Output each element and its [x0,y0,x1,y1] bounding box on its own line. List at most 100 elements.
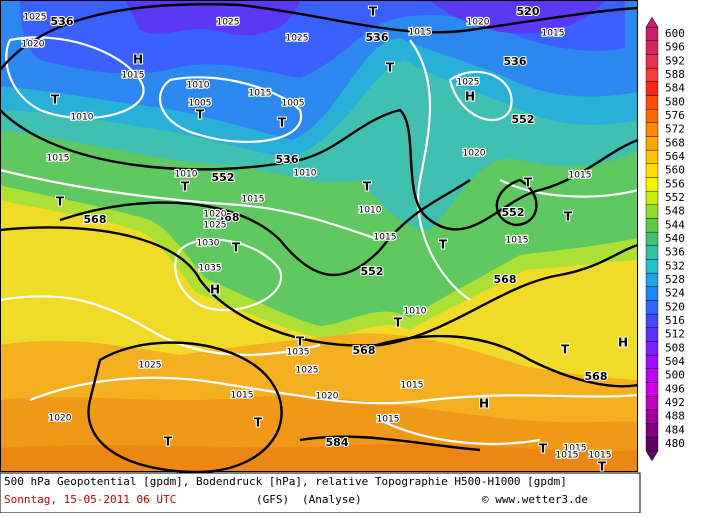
map-label: T [181,180,190,194]
map-label: 1020 [22,40,45,50]
legend-label: 528 [665,273,685,286]
map-label: 568 [494,273,517,286]
map-label: 552 [212,171,235,184]
map-label: 1015 [377,415,400,425]
map-label: 1025 [24,13,47,23]
legend-label: 584 [665,82,685,95]
map-label: T [196,108,205,122]
legend-swatch [645,395,659,411]
legend-swatch [645,354,659,370]
map-label: H [133,53,143,67]
map-label: 584 [326,436,349,449]
map-label: 1005 [189,99,212,109]
legend-label: 572 [665,123,685,136]
legend-label: 596 [665,41,685,54]
map-label: T [363,180,372,194]
legend-label: 544 [665,218,685,231]
map-label: 1010 [404,307,427,317]
legend-label: 592 [665,54,685,67]
legend-swatch [645,423,659,438]
legend-swatch [645,54,659,69]
legend-swatch [645,122,659,137]
legend-swatch [645,204,659,219]
map-label: 568 [585,370,608,383]
map-label: 1015 [589,451,612,461]
map-label: 1010 [175,170,198,180]
map-label: 1015 [401,381,424,391]
map-label: 552 [502,206,525,219]
legend-swatch [645,313,659,329]
legend-label: 516 [665,314,685,327]
map-label: T [439,238,448,252]
legend-label: 552 [665,191,685,204]
legend-swatch [645,272,659,288]
map-label: 1015 [506,236,529,246]
legend-swatch [645,40,659,55]
legend-swatch [645,149,659,165]
map-label: T [254,416,263,430]
map-label: T [278,116,287,130]
legend-swatch [645,259,659,274]
map-label: 1015 [409,28,432,38]
map-label: T [164,435,173,449]
map-label: 1025 [204,221,227,231]
legend-swatch [645,163,659,178]
map-label: 1015 [374,233,397,243]
legend-swatch [645,177,659,192]
footer-model: (GFS) [256,493,289,506]
legend-label: 484 [665,423,685,436]
legend-label: 512 [665,328,685,341]
legend-label: 532 [665,259,685,272]
map-label: 1025 [139,361,162,371]
map-label: 568 [353,344,376,357]
map-label: 1020 [463,149,486,159]
map-label: 1015 [556,451,579,461]
map-label: T [524,176,533,190]
legend-swatch [645,108,659,124]
legend-swatch [645,67,659,83]
footer-analysis: (Analyse) [302,493,362,506]
map-label: T [232,241,241,255]
map-label: T [394,316,403,330]
legend-label: 496 [665,382,685,395]
legend-arrow-top [645,16,659,28]
footer-title: 500 hPa Geopotential [gpdm], Bodendruck … [4,475,567,488]
legend-swatch [645,341,659,356]
legend-label: 536 [665,246,685,259]
legend-label: 524 [665,287,685,300]
map-label: 552 [512,113,535,126]
map-label: 1025 [217,18,240,28]
map-label: 1015 [231,391,254,401]
map-label: T [386,61,395,75]
map-label: 1020 [204,210,227,220]
map-label: 1015 [122,71,145,81]
map-label: H [479,397,489,411]
map-label: 1035 [199,264,222,274]
legend-arrow-bottom [645,450,659,462]
legend-label: 540 [665,232,685,245]
legend-label: 488 [665,410,685,423]
map-label: 1015 [47,154,70,164]
map-label: 1015 [564,444,587,454]
legend-label: 560 [665,164,685,177]
legend-label: 480 [665,437,685,450]
map-label: H [465,90,475,104]
legend-label: 504 [665,355,685,368]
map-label: 1020 [49,414,72,424]
map-label: H [210,283,220,297]
map-label: T [561,343,570,357]
map-label: T [564,210,573,224]
legend-label: 500 [665,369,685,382]
legend-label: 548 [665,205,685,218]
map-label: T [539,442,548,456]
map-label: 536 [504,55,527,68]
legend-swatch [645,368,659,383]
legend-label: 492 [665,396,685,409]
legend-swatch [645,327,659,342]
footer-copyright: © www.wetter3.de [482,493,588,506]
legend-swatch [645,81,659,96]
footer-date: Sonntag, 15-05-2011 06 UTC [4,493,176,506]
legend-label: 556 [665,177,685,190]
legend-label: 580 [665,95,685,108]
